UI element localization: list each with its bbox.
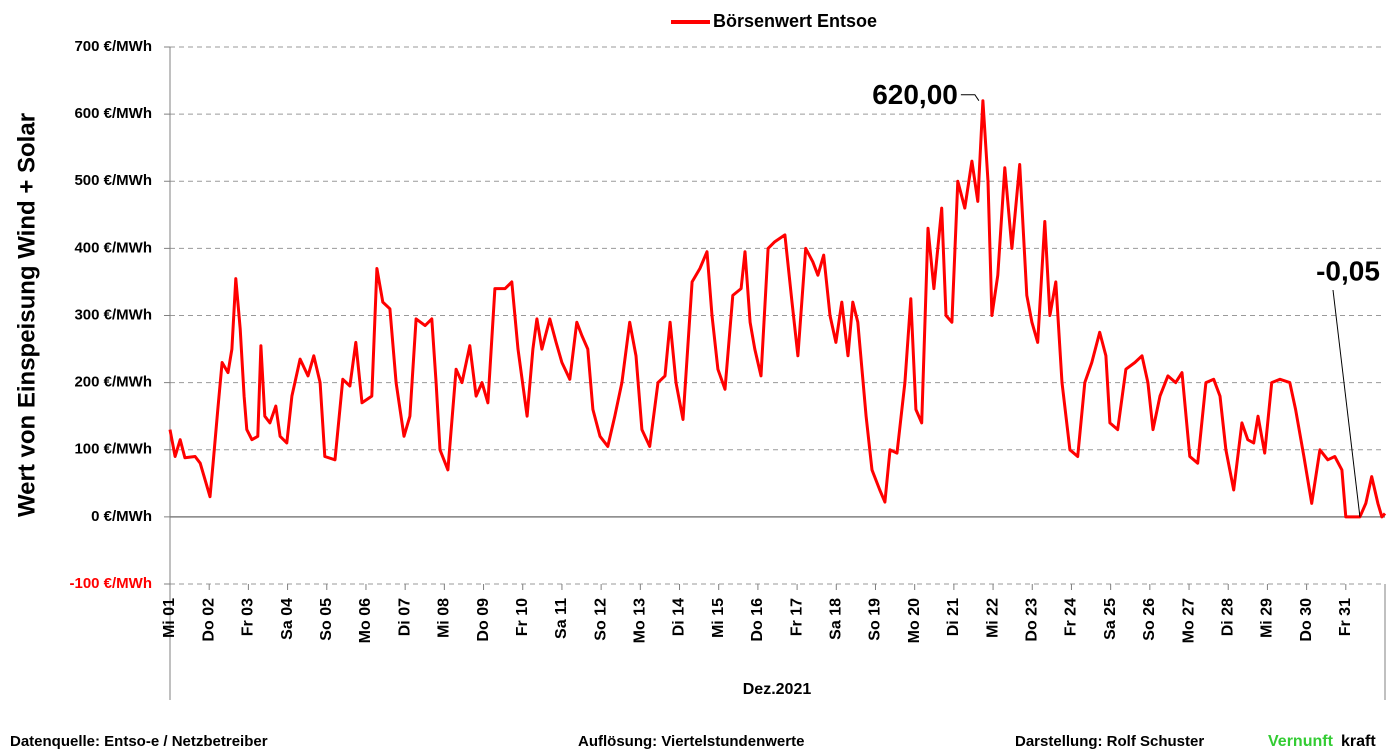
x-tick-label: Mo 06 bbox=[357, 598, 374, 643]
x-tick-label: Di 21 bbox=[945, 598, 962, 636]
x-tick-label: Di 07 bbox=[396, 598, 413, 636]
x-tick-label: Mi 29 bbox=[1259, 598, 1276, 638]
x-tick-label: Do 30 bbox=[1298, 598, 1315, 642]
x-tick-label: Mo 20 bbox=[906, 598, 923, 643]
x-tick-label: So 26 bbox=[1141, 598, 1158, 641]
footer-resolution: Auflösung: Viertelstundenwerte bbox=[578, 733, 804, 750]
x-tick-label: Do 09 bbox=[475, 598, 492, 642]
x-tick-label: Di 28 bbox=[1219, 598, 1236, 636]
y-axis-title: Wert von Einspeisung Wind + Solar bbox=[13, 113, 40, 517]
y-tick-label: 300 €/MWh bbox=[74, 306, 152, 323]
y-tick-label: 600 €/MWh bbox=[74, 105, 152, 122]
footer-brand: Vernunft bbox=[1268, 733, 1334, 750]
x-tick-label: Fr 10 bbox=[514, 598, 531, 636]
x-tick-label: Mo 27 bbox=[1180, 598, 1197, 643]
annotation-leader bbox=[1332, 289, 1361, 517]
x-tick-label: Fr 03 bbox=[240, 598, 257, 636]
y-tick-label: 100 €/MWh bbox=[74, 441, 152, 458]
x-tick-label: Sa 11 bbox=[553, 598, 570, 639]
x-axis-title: Dez.2021 bbox=[743, 681, 812, 698]
x-tick-label: Do 16 bbox=[749, 598, 766, 642]
x-tick-label: Mi 15 bbox=[710, 598, 727, 638]
y-tick-label: -100 €/MWh bbox=[69, 575, 152, 592]
footer-brand: kraft bbox=[1341, 733, 1376, 750]
x-tick-label: Fr 24 bbox=[1063, 598, 1080, 636]
footer-source: Datenquelle: Entso-e / Netzbetreiber bbox=[10, 733, 268, 750]
y-tick-label: 0 €/MWh bbox=[91, 508, 152, 525]
x-tick-label: Sa 25 bbox=[1102, 598, 1119, 640]
x-tick-label: So 19 bbox=[867, 598, 884, 641]
x-tick-label: Mi 22 bbox=[984, 598, 1001, 638]
y-tick-label: 500 €/MWh bbox=[74, 172, 152, 189]
x-tick-label: So 12 bbox=[592, 598, 609, 641]
x-tick-label: Mi 08 bbox=[436, 598, 453, 638]
annotation-leader bbox=[960, 94, 980, 101]
y-tick-label: 700 €/MWh bbox=[74, 38, 152, 55]
annotation: 620,00 bbox=[872, 79, 958, 110]
footer-author: Darstellung: Rolf Schuster bbox=[1015, 733, 1204, 750]
x-tick-label: Sa 18 bbox=[828, 598, 845, 640]
annotation: -0,05 bbox=[1316, 255, 1380, 286]
x-tick-label: Sa 04 bbox=[279, 598, 296, 640]
x-tick-label: Mi 01 bbox=[161, 598, 178, 638]
x-tick-label: Mo 13 bbox=[632, 598, 649, 643]
x-tick-label: So 05 bbox=[318, 598, 335, 641]
line-series bbox=[168, 99, 1387, 519]
x-tick-label: Do 23 bbox=[1023, 598, 1040, 642]
x-tick-label: Do 02 bbox=[200, 598, 217, 642]
legend-label: Börsenwert Entsoe bbox=[713, 11, 877, 31]
y-tick-label: 400 €/MWh bbox=[74, 239, 152, 256]
x-tick-label: Fr 31 bbox=[1337, 598, 1354, 636]
x-tick-label: Di 14 bbox=[671, 598, 688, 636]
y-tick-label: 200 €/MWh bbox=[74, 374, 152, 391]
x-tick-label: Fr 17 bbox=[788, 598, 805, 636]
